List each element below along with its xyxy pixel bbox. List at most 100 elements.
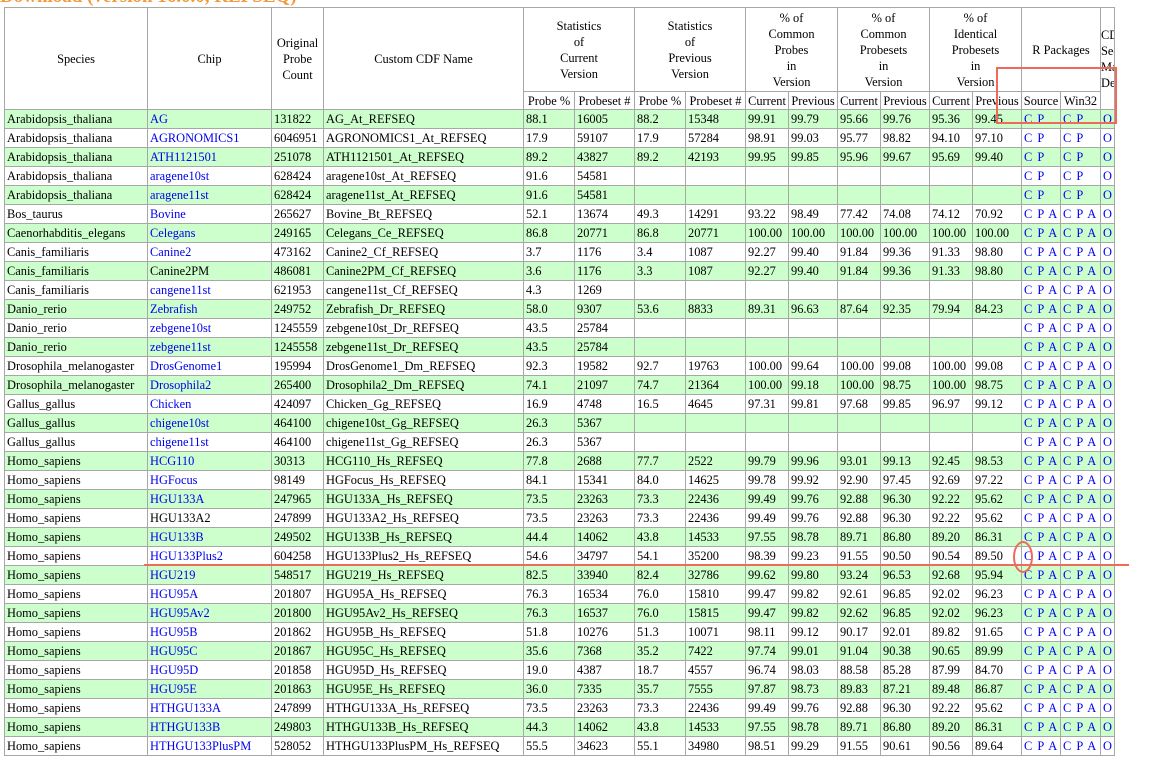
cdf-seq-desc-link[interactable]: O — [1103, 491, 1112, 506]
cdf-seq-desc-link[interactable]: O — [1103, 681, 1112, 696]
chip-link[interactable]: AG — [150, 111, 168, 126]
source-package-links[interactable]: C P A — [1024, 643, 1059, 658]
win32-package-links[interactable]: C P — [1063, 168, 1085, 183]
cdf-seq-desc-link[interactable]: O — [1103, 187, 1112, 202]
cdf-seq-desc-link[interactable]: O — [1103, 567, 1112, 582]
chip-link[interactable]: HGU133Plus2 — [150, 548, 223, 563]
source-package-links[interactable]: C P A — [1024, 377, 1059, 392]
win32-package-links[interactable]: C P — [1063, 187, 1085, 202]
cdf-seq-desc-link[interactable]: O — [1103, 130, 1112, 145]
cdf-seq-desc-link[interactable]: O — [1103, 586, 1112, 601]
source-package-links[interactable]: C P A — [1024, 472, 1059, 487]
source-package-links[interactable]: C P A — [1024, 225, 1059, 240]
source-package-links[interactable]: C P A — [1024, 738, 1059, 753]
cdf-seq-desc-link[interactable]: O — [1103, 434, 1112, 449]
win32-package-links[interactable]: C P A — [1063, 510, 1098, 525]
source-package-links[interactable]: C P A — [1024, 282, 1059, 297]
cdf-seq-desc-link[interactable]: O — [1103, 643, 1112, 658]
win32-package-links[interactable]: C P A — [1063, 472, 1098, 487]
source-package-links[interactable]: C P A — [1024, 700, 1059, 715]
source-package-links[interactable]: C P A — [1024, 491, 1059, 506]
win32-package-links[interactable]: C P A — [1063, 244, 1098, 259]
cdf-seq-desc-link[interactable]: O — [1103, 377, 1112, 392]
cdf-seq-desc-link[interactable]: O — [1103, 415, 1112, 430]
source-package-links[interactable]: C P A — [1024, 396, 1059, 411]
cdf-seq-desc-link[interactable]: O — [1103, 111, 1112, 126]
chip-link[interactable]: HGU219 — [150, 567, 196, 582]
win32-package-links[interactable]: C P A — [1063, 700, 1098, 715]
source-package-links[interactable]: C P — [1024, 168, 1046, 183]
source-package-links[interactable]: C P A — [1024, 453, 1059, 468]
source-package-links[interactable]: C P A — [1024, 244, 1059, 259]
chip-link[interactable]: Chicken — [150, 396, 192, 411]
chip-link[interactable]: HGU95D — [150, 662, 199, 677]
source-package-links[interactable]: C P A — [1024, 339, 1059, 354]
cdf-seq-desc-link[interactable]: O — [1103, 396, 1112, 411]
source-package-links[interactable]: C P A — [1024, 320, 1059, 335]
win32-package-links[interactable]: C P A — [1063, 586, 1098, 601]
chip-link[interactable]: zebgene10st — [150, 320, 212, 335]
source-package-links[interactable]: C P A — [1024, 529, 1059, 544]
chip-link[interactable]: Celegans — [150, 225, 196, 240]
win32-package-links[interactable]: C P A — [1063, 719, 1098, 734]
source-package-links[interactable]: C P A — [1024, 434, 1059, 449]
source-package-links[interactable]: C P A — [1024, 681, 1059, 696]
cdf-seq-desc-link[interactable]: O — [1103, 339, 1112, 354]
win32-package-links[interactable]: C P A — [1063, 491, 1098, 506]
cdf-seq-desc-link[interactable]: O — [1103, 662, 1112, 677]
source-package-links[interactable]: C P A — [1024, 263, 1059, 278]
source-package-links[interactable]: C P A — [1024, 206, 1059, 221]
chip-link[interactable]: HGU133A — [150, 491, 205, 506]
cdf-seq-desc-link[interactable]: O — [1103, 472, 1112, 487]
cdf-seq-desc-link[interactable]: O — [1103, 700, 1112, 715]
source-package-links[interactable]: C P A — [1024, 358, 1059, 373]
win32-package-links[interactable]: C P A — [1063, 415, 1098, 430]
chip-link[interactable]: HGU95E — [150, 681, 197, 696]
chip-link[interactable]: HGFocus — [150, 472, 198, 487]
source-package-links[interactable]: C P — [1024, 149, 1046, 164]
chip-link[interactable]: zebgene11st — [150, 339, 211, 354]
win32-package-links[interactable]: C P A — [1063, 339, 1098, 354]
cdf-seq-desc-link[interactable]: O — [1103, 263, 1112, 278]
win32-package-links[interactable]: C P — [1063, 149, 1085, 164]
source-package-links[interactable]: C P A — [1024, 510, 1059, 525]
chip-link[interactable]: chigene10st — [150, 415, 210, 430]
chip-link[interactable]: HGU95A — [150, 586, 199, 601]
cdf-seq-desc-link[interactable]: O — [1103, 282, 1112, 297]
chip-link[interactable]: ATH1121501 — [150, 149, 217, 164]
win32-package-links[interactable]: C P A — [1063, 643, 1098, 658]
cdf-seq-desc-link[interactable]: O — [1103, 168, 1112, 183]
cdf-seq-desc-link[interactable]: O — [1103, 548, 1112, 563]
chip-link[interactable]: AGRONOMICS1 — [150, 130, 240, 145]
source-package-links[interactable]: C P A — [1024, 605, 1059, 620]
win32-package-links[interactable]: C P — [1063, 130, 1085, 145]
win32-package-links[interactable]: C P A — [1063, 396, 1098, 411]
chip-link[interactable]: HCG110 — [150, 453, 195, 468]
win32-package-links[interactable]: C P A — [1063, 453, 1098, 468]
source-package-links[interactable]: C P A — [1024, 586, 1059, 601]
cdf-seq-desc-link[interactable]: O — [1103, 301, 1112, 316]
chip-link[interactable]: Bovine — [150, 206, 186, 221]
win32-package-links[interactable]: C P A — [1063, 206, 1098, 221]
cdf-seq-desc-link[interactable]: O — [1103, 624, 1112, 639]
win32-package-links[interactable]: C P A — [1063, 681, 1098, 696]
chip-link[interactable]: aragene10st — [150, 168, 210, 183]
win32-package-links[interactable]: C P A — [1063, 320, 1098, 335]
chip-link[interactable]: HTHGU133A — [150, 700, 221, 715]
win32-package-links[interactable]: C P A — [1063, 377, 1098, 392]
chip-link[interactable]: Drosophila2 — [150, 377, 212, 392]
cdf-seq-desc-link[interactable]: O — [1103, 149, 1112, 164]
chip-link[interactable]: HTHGU133B — [150, 719, 221, 734]
source-package-links[interactable]: C P A — [1024, 719, 1059, 734]
chip-link[interactable]: cangene11st — [150, 282, 211, 297]
win32-package-links[interactable]: C P A — [1063, 738, 1098, 753]
cdf-seq-desc-link[interactable]: O — [1103, 738, 1112, 753]
cdf-seq-desc-link[interactable]: O — [1103, 244, 1112, 259]
cdf-seq-desc-link[interactable]: O — [1103, 358, 1112, 373]
chip-link[interactable]: DrosGenome1 — [150, 358, 223, 373]
chip-link[interactable]: HTHGU133PlusPM — [150, 738, 252, 753]
source-package-links[interactable]: C P A — [1024, 624, 1059, 639]
source-package-links[interactable]: C P — [1024, 187, 1046, 202]
win32-package-links[interactable]: C P A — [1063, 624, 1098, 639]
cdf-seq-desc-link[interactable]: O — [1103, 719, 1112, 734]
